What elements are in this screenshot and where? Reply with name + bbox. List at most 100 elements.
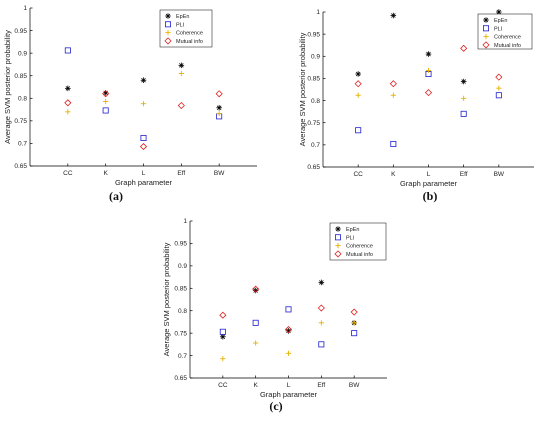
y-tick-label: 0.95	[174, 241, 187, 248]
x-axis-label: Graph parameter	[115, 178, 173, 187]
x-tick-label: K	[253, 382, 258, 389]
data-point-square	[219, 328, 226, 335]
legend-marker-plus	[335, 243, 341, 249]
legend-entry-label: Mutual info	[346, 252, 373, 258]
data-point-plus	[351, 320, 357, 326]
chart-panel-2: 0.65 0.7 0.75 0.8 0.85 0.9 0.95 1 CC K L Eff BW Graph…	[298, 9, 534, 203]
data-point-plus	[178, 70, 184, 77]
data-point-square	[102, 107, 109, 114]
data-point-star	[216, 104, 222, 111]
data-point-star	[220, 333, 226, 340]
legend-marker-star	[335, 226, 341, 232]
y-tick-label: 0.95	[307, 31, 320, 38]
y-tick-label: 0.75	[14, 118, 27, 125]
data-point-square	[252, 319, 259, 326]
y-axis-label: Average SVM posterior probability	[162, 242, 171, 356]
data-point-plus	[140, 101, 147, 107]
data-point-plus	[318, 320, 324, 326]
legend-entry-label: PLI	[494, 26, 503, 32]
y-axis-label: Average SVM posterior probability	[298, 32, 307, 146]
x-axis-label: Graph parameter	[400, 179, 458, 188]
legend-entry-label: Coherence	[494, 35, 521, 41]
x-tick-label: Eff	[317, 382, 325, 389]
legend-marker-diamond	[334, 250, 342, 258]
legend-entry-label: PLI	[176, 22, 185, 28]
x-tick-label: K	[391, 171, 396, 178]
data-point-star	[65, 85, 71, 92]
y-tick-label: 1	[23, 5, 27, 12]
legend-entry-label: EpEn	[494, 18, 507, 24]
legend-marker-square	[482, 25, 489, 32]
x-tick-label: CC	[353, 171, 363, 178]
panel-label: (a)	[109, 189, 123, 203]
data-point-diamond	[64, 99, 72, 107]
legend-marker-star	[165, 13, 171, 19]
x-tick-label: Eff	[460, 171, 468, 178]
legend-entry-label: Coherence	[346, 244, 373, 250]
y-tick-label: 0.7	[311, 142, 320, 149]
x-axis-label: Graph parameter	[260, 390, 318, 399]
data-point-diamond	[317, 304, 325, 312]
data-point-diamond	[460, 44, 468, 52]
data-point-plus	[390, 92, 396, 98]
legend-entry-label: Mutual info	[494, 43, 521, 49]
data-point-star	[425, 51, 432, 57]
x-tick-label: L	[142, 170, 146, 177]
data-point-plus	[216, 111, 222, 117]
data-point-plus	[425, 67, 432, 74]
legend-entry-label: Mutual info	[176, 39, 203, 45]
x-tick-label: L	[427, 171, 431, 178]
y-tick-label: 0.8	[178, 308, 187, 315]
x-tick-label: BW	[214, 170, 225, 177]
legend-entry-label: Coherence	[176, 31, 203, 37]
data-point-star	[460, 78, 467, 85]
data-point-square	[64, 47, 71, 54]
data-point-plus	[220, 356, 226, 362]
data-point-square	[351, 330, 358, 337]
y-tick-label: 0.75	[307, 120, 320, 127]
y-tick-label: 0.85	[14, 73, 27, 80]
legend-marker-plus	[483, 34, 489, 40]
y-tick-label: 0.8	[311, 98, 320, 105]
y-tick-label: 0.85	[174, 285, 187, 292]
legend-marker-square	[164, 21, 171, 28]
y-tick-label: 1	[183, 218, 187, 225]
data-point-square	[460, 110, 467, 117]
y-tick-label: 0.8	[18, 95, 27, 102]
legend-box	[329, 222, 387, 261]
legend-marker-diamond	[482, 41, 490, 49]
chart-panel-3: 0.65 0.7 0.75 0.8 0.85 0.9 0.95 1 CC K L Eff BW Graph…	[162, 218, 387, 413]
x-tick-label: K	[103, 170, 108, 177]
data-point-diamond	[139, 143, 148, 151]
y-tick-label: 0.9	[178, 263, 187, 270]
data-point-diamond	[495, 73, 503, 81]
data-point-diamond	[424, 89, 433, 97]
data-point-square	[355, 127, 362, 134]
data-point-diamond	[350, 308, 358, 316]
y-tick-label: 0.65	[14, 163, 27, 170]
data-point-plus	[496, 85, 502, 91]
legend-entry-label: EpEn	[176, 14, 189, 20]
y-tick-label: 0.7	[18, 141, 27, 148]
data-point-diamond	[215, 90, 223, 98]
data-point-plus	[253, 340, 259, 346]
y-tick-label: 0.75	[174, 330, 187, 337]
y-tick-label: 0.9	[18, 50, 27, 57]
data-point-plus	[103, 98, 109, 105]
y-tick-label: 0.85	[307, 76, 320, 83]
x-tick-label: BW	[349, 382, 360, 389]
data-point-square	[495, 92, 502, 99]
data-point-diamond	[177, 101, 185, 110]
data-point-star	[178, 62, 185, 69]
data-point-star	[390, 12, 397, 19]
data-point-star	[355, 71, 361, 77]
data-point-square	[140, 135, 147, 142]
legend-entry-label: PLI	[346, 235, 355, 241]
x-tick-label: BW	[494, 171, 505, 178]
data-point-plus	[355, 92, 361, 98]
data-point-diamond	[354, 80, 362, 88]
legend: EpEn PLI Coherence Mutual info	[159, 9, 213, 48]
y-tick-label: 0.95	[14, 28, 27, 35]
data-point-plus	[285, 350, 292, 356]
data-point-diamond	[389, 80, 397, 88]
